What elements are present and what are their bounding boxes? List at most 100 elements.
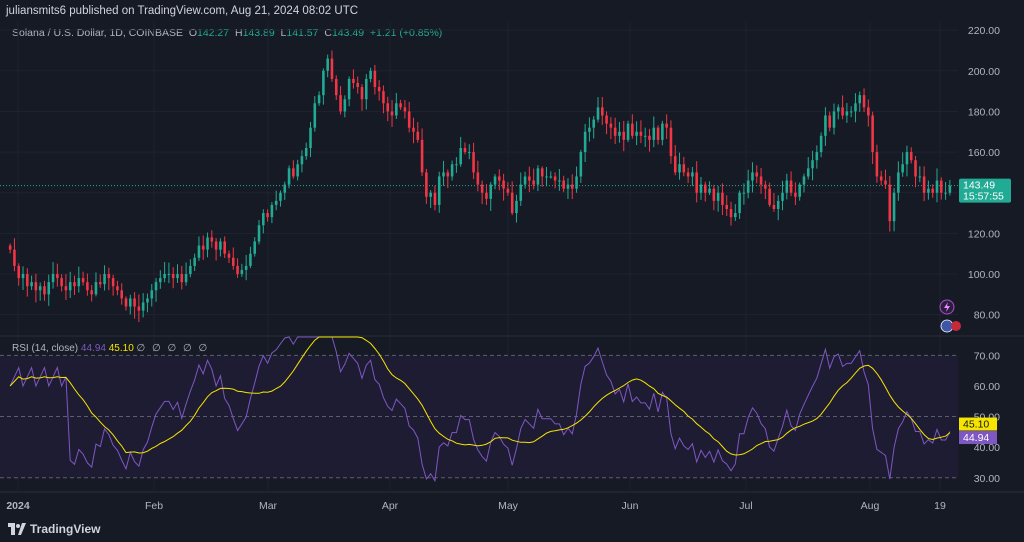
candle-body (854, 103, 857, 112)
candle-body (849, 111, 853, 113)
candle-body (30, 282, 33, 287)
candle-body (141, 302, 145, 311)
candle-body (935, 180, 939, 193)
candle-body (317, 95, 321, 104)
candle-body (540, 168, 544, 177)
tradingview-footer[interactable]: TradingView (8, 522, 100, 536)
candle-body (596, 107, 600, 120)
candle-body (68, 282, 72, 291)
candle-body (369, 70, 372, 79)
candle-body (442, 172, 445, 177)
candle-body (918, 176, 922, 178)
time-tick-label: Apr (382, 500, 399, 512)
candle-body (626, 123, 630, 140)
price-tick-label: 180.00 (968, 106, 1000, 118)
candle-body (673, 156, 677, 173)
candle-body (661, 123, 664, 140)
candle-body (592, 119, 595, 128)
candle-body (498, 176, 501, 181)
candle-body (223, 241, 226, 254)
candle-body (639, 131, 643, 136)
candle-body (828, 115, 831, 128)
candle-body (176, 274, 179, 279)
candle-body (601, 107, 604, 116)
event-flag-icon (951, 321, 961, 331)
price-tick-label: 80.00 (974, 310, 1000, 322)
candle-body (678, 164, 681, 173)
candle-body (785, 180, 789, 193)
candle-body (734, 213, 737, 218)
candle-body (764, 184, 767, 189)
rsi-lines (9, 336, 951, 483)
candle-body (26, 274, 29, 287)
candle-body (815, 152, 819, 161)
candle-body (446, 172, 450, 177)
candle-body (386, 103, 390, 112)
time-tick-label: Feb (145, 500, 163, 512)
candle-body (253, 241, 257, 254)
time-tick-label: May (498, 500, 519, 512)
candle-body (643, 135, 647, 137)
candle-body (171, 274, 175, 279)
candle-body (905, 152, 909, 165)
candle-body (184, 274, 188, 283)
candle-body (339, 95, 342, 112)
candle-body (47, 282, 51, 295)
candle-body (133, 298, 136, 307)
candle-body (884, 180, 887, 185)
rsi-ma-value: 45.10 (108, 343, 134, 354)
candle-body (399, 103, 402, 108)
candle-body (412, 127, 415, 132)
candle-body (210, 237, 214, 242)
rsi-tick-label: 30.00 (974, 473, 1000, 485)
candle-body (721, 192, 724, 205)
candle-body (64, 286, 68, 291)
candle-body (802, 176, 806, 185)
candle-body (583, 131, 587, 153)
candle-body (107, 274, 111, 279)
candle-body (193, 257, 196, 266)
candle-body (334, 78, 338, 96)
candle-body (656, 127, 660, 140)
candle-body (382, 91, 385, 104)
candle-body (455, 164, 458, 166)
candle-body (699, 184, 703, 193)
candle-body (566, 184, 570, 189)
candle-body (922, 176, 926, 193)
candle-body (262, 213, 265, 226)
candle-body (249, 253, 252, 266)
price-tick-label: 200.00 (968, 66, 1000, 78)
candle-body (56, 274, 59, 279)
candle-body (806, 168, 810, 177)
candle-body (798, 184, 801, 197)
candle-body (781, 192, 784, 201)
candle-body (528, 176, 531, 181)
candle-body (51, 274, 55, 283)
candle-body (296, 164, 299, 177)
candle-body (832, 111, 836, 128)
candle-body (746, 180, 750, 193)
candle-body (648, 135, 651, 140)
candle-body (579, 152, 583, 177)
candle-body (8, 245, 12, 250)
candle-body (519, 184, 523, 201)
candle-body (360, 87, 364, 100)
candle-body (536, 168, 540, 185)
candle-body (888, 184, 892, 222)
candle-body (180, 274, 184, 283)
candle-body (613, 127, 617, 136)
candle-body (257, 225, 261, 242)
candle-body (274, 200, 278, 205)
candle-body (738, 192, 741, 214)
candle-body (90, 290, 93, 295)
candle-body (120, 290, 123, 299)
candle-body (523, 176, 527, 185)
rsi-tick-label: 70.00 (974, 350, 1000, 362)
rsi-background (0, 354, 958, 479)
candle-body (703, 184, 707, 193)
candle-body (73, 282, 76, 287)
candle-body (167, 274, 171, 276)
candle-body (909, 152, 913, 161)
candle-body (326, 58, 329, 71)
